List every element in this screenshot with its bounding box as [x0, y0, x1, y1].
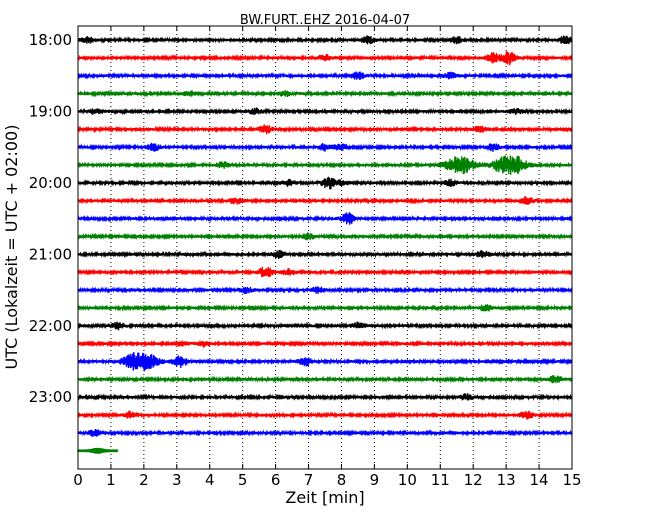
seismogram-trace — [77, 89, 573, 98]
seismogram-trace — [77, 375, 573, 384]
x-tick-label: 3 — [172, 471, 182, 489]
x-tick-label: 15 — [562, 471, 581, 489]
x-axis: 0 1 2 3 4 5 6 7 8 9 10 11 12 13 14 15 — [73, 26, 582, 489]
seismogram-trace — [77, 351, 573, 372]
x-axis-label: Zeit [min] — [285, 488, 364, 507]
x-tick-label: 5 — [238, 471, 248, 489]
seismogram-trace — [77, 266, 573, 278]
x-tick-label: 11 — [431, 471, 450, 489]
seismogram-trace — [77, 232, 573, 241]
x-tick-label: 2 — [139, 471, 149, 489]
seismogram-trace — [77, 155, 573, 175]
y-axis-label: UTC (Lokalzeit = UTC + 02:00) — [2, 125, 21, 370]
x-tick-label: 14 — [530, 471, 549, 489]
x-tick-label: 12 — [464, 471, 483, 489]
y-tick-label: 21:00 — [29, 245, 72, 263]
x-tick-label: 7 — [304, 471, 314, 489]
y-tick-label: 22:00 — [29, 317, 72, 335]
seismogram-trace — [77, 176, 573, 190]
seismogram-trace — [77, 410, 573, 420]
x-tick-label: 10 — [398, 471, 417, 489]
x-tick-label: 6 — [271, 471, 281, 489]
seismogram-trace — [77, 124, 573, 135]
x-tick-label: 1 — [106, 471, 116, 489]
seismogram-trace — [77, 321, 573, 331]
seismogram-trace — [77, 286, 573, 295]
y-tick-label: 18:00 — [29, 31, 72, 49]
x-tick-label: 13 — [497, 471, 516, 489]
y-tick-label: 20:00 — [29, 174, 72, 192]
plot-frame — [77, 25, 573, 470]
seismogram-trace — [77, 212, 573, 225]
seismogram-trace — [77, 339, 573, 348]
seismogram-trace — [77, 51, 573, 66]
seismogram-trace — [77, 393, 573, 402]
x-tick-label: 4 — [205, 471, 215, 489]
x-tick-label: 0 — [73, 471, 83, 489]
chart-title: BW.FURT..EHZ 2016-04-07 — [240, 13, 410, 28]
seismogram-trace — [77, 249, 573, 260]
y-tick-label: 19:00 — [29, 102, 72, 120]
traces — [77, 35, 573, 454]
seismogram-trace — [77, 35, 573, 45]
x-tick-label: 9 — [370, 471, 380, 489]
seismogram-trace — [77, 107, 573, 116]
x-tick-label: 8 — [337, 471, 347, 489]
seismogram-trace — [77, 429, 573, 437]
y-axis: 18:00 19:00 20:00 21:00 22:00 23:00 — [29, 31, 572, 406]
y-tick-label: 23:00 — [29, 388, 72, 406]
seismogram-trace — [77, 142, 573, 152]
seismogram-trace — [77, 447, 119, 454]
seismogram-trace — [77, 303, 573, 312]
seismogram-trace — [77, 196, 573, 206]
seismogram-trace — [77, 71, 573, 80]
